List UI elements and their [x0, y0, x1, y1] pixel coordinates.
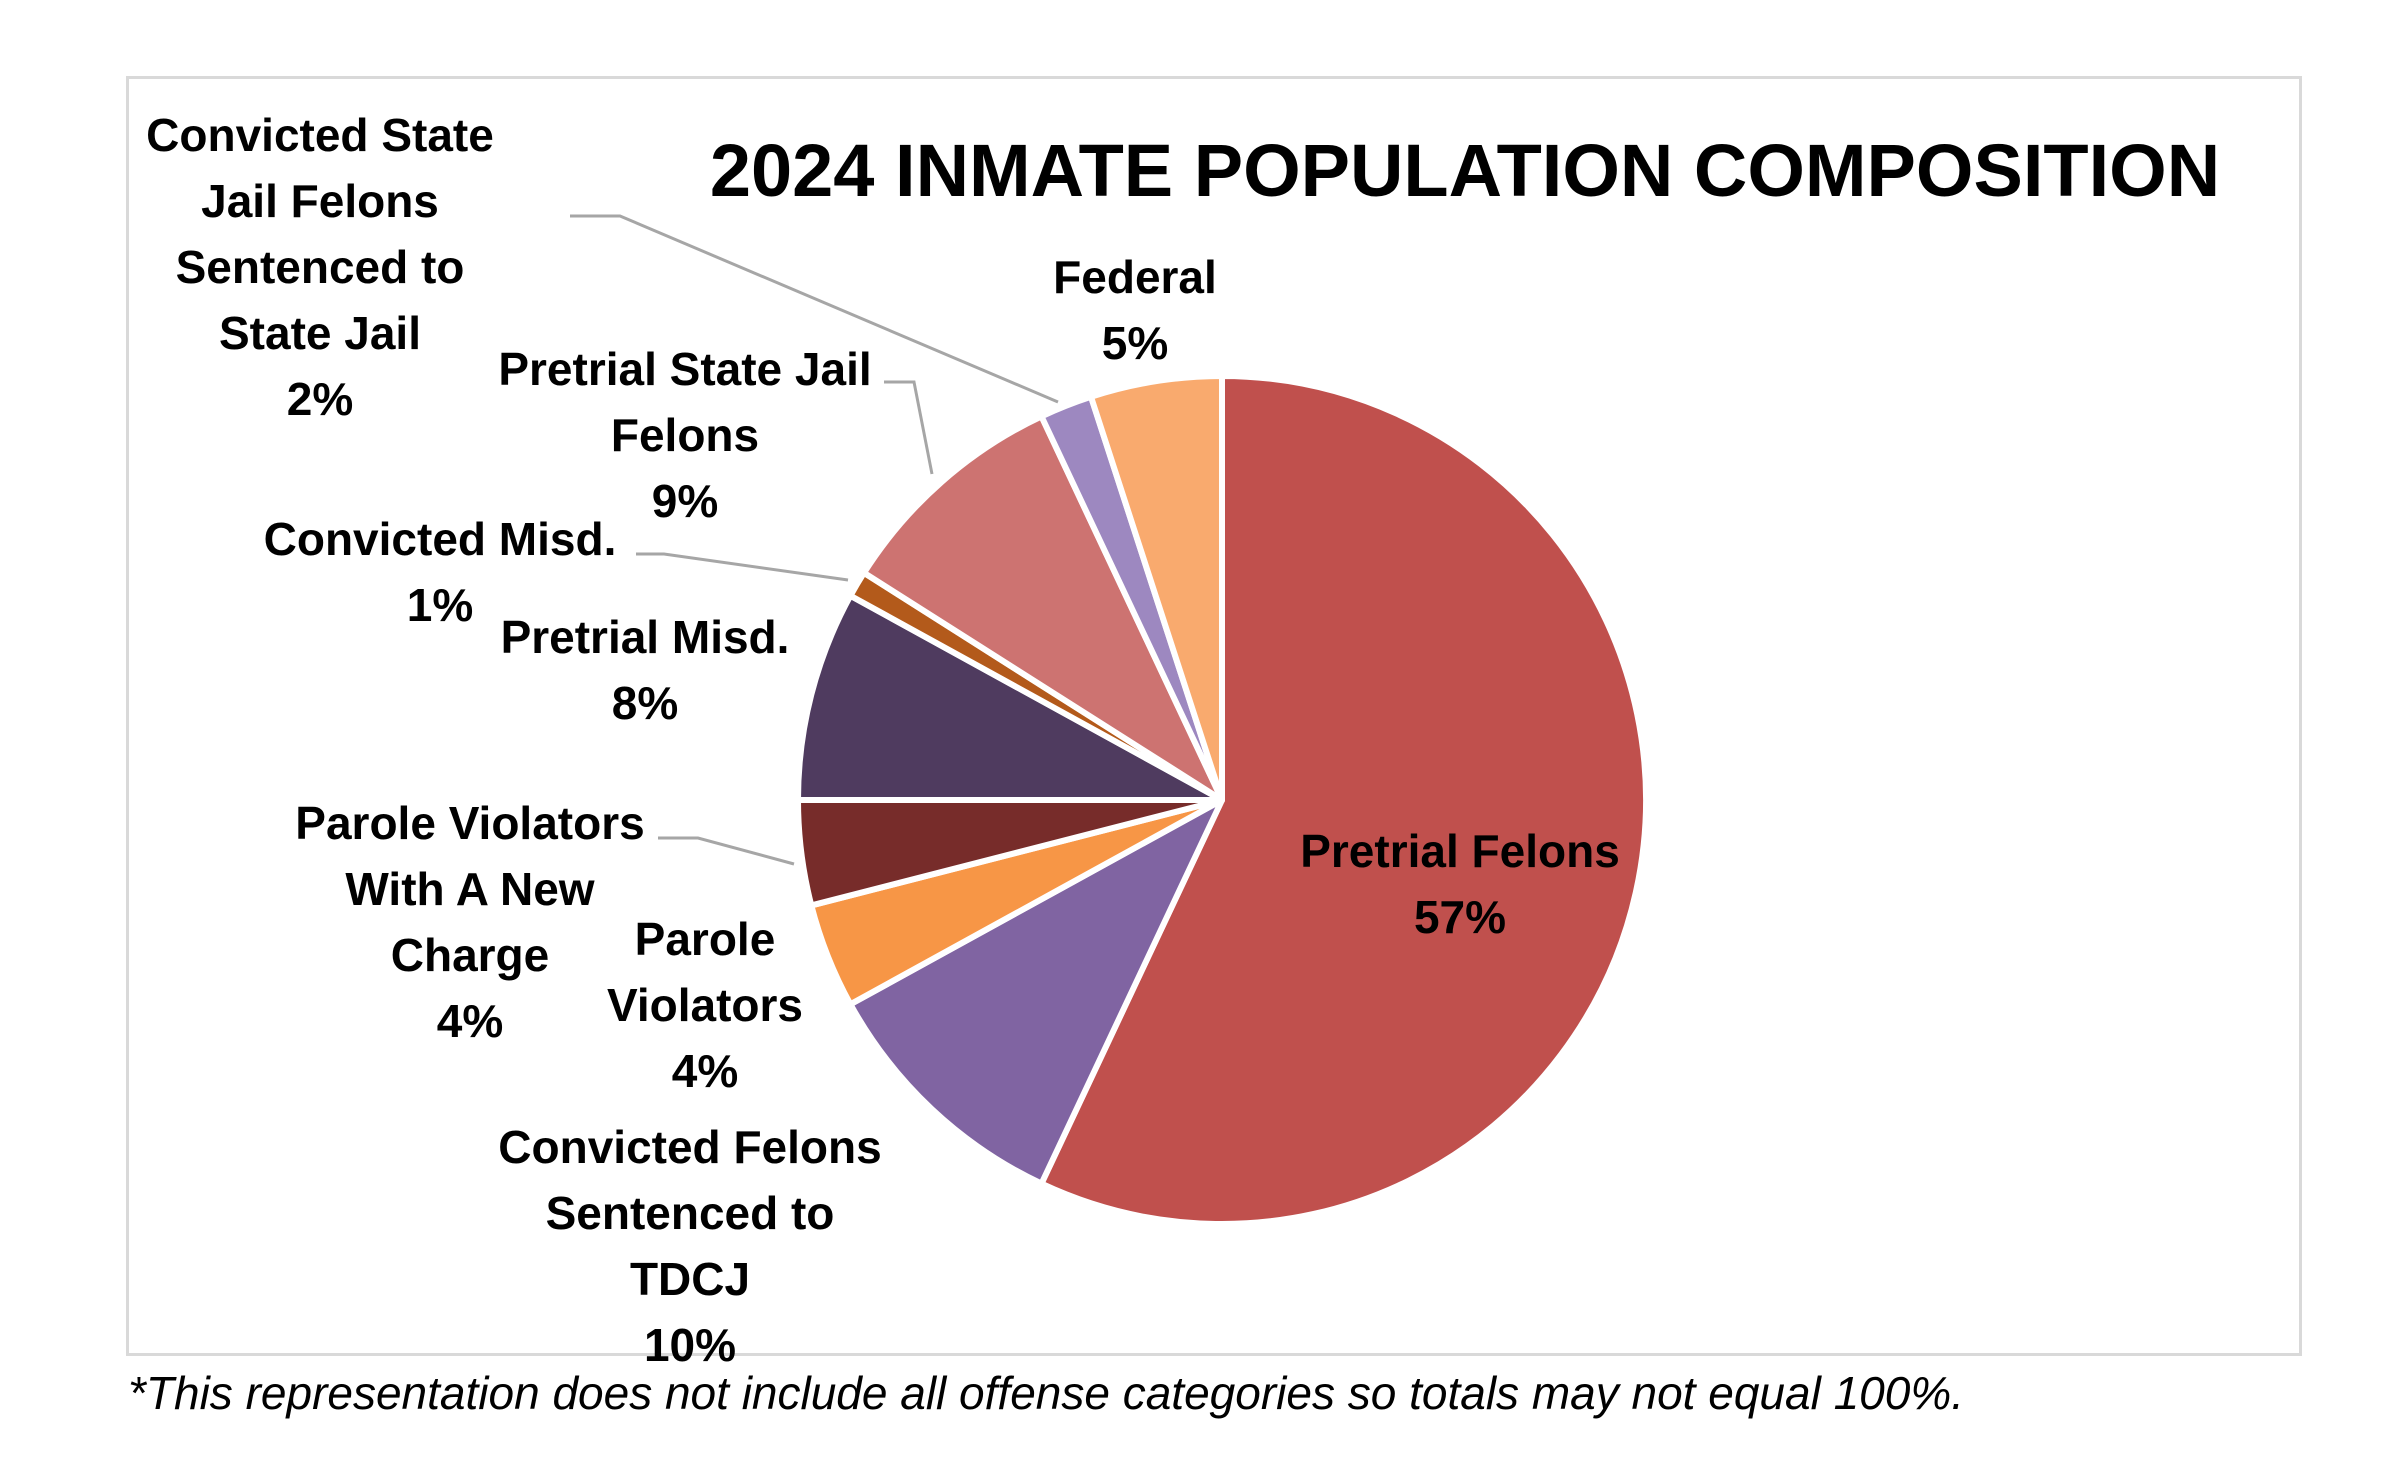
label-parole-violators: Parole Violators 4%: [580, 906, 830, 1104]
footnote: *This representation does not include al…: [128, 1367, 1965, 1419]
label-convicted-misd: Convicted Misd. 1%: [240, 506, 640, 638]
label-convicted-state-jail: Convicted State Jail Felons Sentenced to…: [120, 102, 520, 432]
label-line: Sentenced to: [175, 241, 465, 293]
label-percent: 2%: [286, 373, 354, 425]
leader-line-convicted-misd: [636, 552, 849, 582]
label-line: State Jail: [219, 307, 421, 359]
label-line: Sentenced to: [545, 1187, 835, 1239]
pie-slices: [795, 373, 1649, 1227]
chart-title: 2024 INMATE POPULATION COMPOSITION: [709, 129, 2221, 212]
label-line: Violators: [607, 979, 803, 1031]
label-percent: 9%: [651, 475, 719, 527]
leader-line-convicted-state-jail: [570, 214, 1059, 404]
label-percent: 5%: [1101, 317, 1169, 369]
pie-slice-pretrial-felons: [1038, 373, 1649, 1227]
pie-slice-pretrial-state-jail-felons: [861, 413, 1225, 803]
label-percent: 8%: [611, 677, 679, 729]
label-line: Felons: [610, 409, 760, 461]
label-line: Jail Felons: [201, 175, 439, 227]
label-convicted-felons-tdcj: Convicted Felons Sentenced to TDCJ 10%: [470, 1114, 910, 1378]
label-percent: 4%: [436, 995, 504, 1047]
label-line: Parole Violators: [295, 797, 645, 849]
label-percent: 10%: [643, 1319, 737, 1371]
label-line: With A New: [345, 863, 595, 915]
label-pretrial-felons: Pretrial Felons 57%: [1250, 818, 1670, 950]
label-pretrial-state-jail: Pretrial State Jail Felons 9%: [480, 336, 890, 534]
pie-slice-convicted-felons-sentenced-to-tdcj: [847, 797, 1225, 1187]
label-percent: 57%: [1413, 891, 1507, 943]
pie-slice-federal: [1087, 373, 1225, 803]
label-line: Pretrial Misd.: [500, 611, 790, 663]
label-percent: 4%: [671, 1045, 739, 1097]
label-line: Convicted Felons: [498, 1121, 882, 1173]
label-pretrial-misd: Pretrial Misd. 8%: [480, 604, 810, 736]
label-line: Pretrial Felons: [1300, 825, 1620, 877]
label-parole-violators-new-charge: Parole Violators With A New Charge 4%: [270, 790, 670, 1054]
label-percent: 1%: [406, 579, 474, 631]
label-federal: Federal 5%: [1000, 244, 1270, 376]
label-line: Parole: [634, 913, 776, 965]
label-line: TDCJ: [629, 1253, 751, 1305]
label-line: Convicted Misd.: [263, 513, 617, 565]
leader-lines: [570, 214, 1059, 866]
leader-line-parole-new-charge: [658, 836, 795, 866]
label-line: Federal: [1053, 251, 1217, 303]
leader-line-pretrial-state-jail: [884, 380, 934, 475]
label-line: Convicted State: [146, 109, 494, 161]
label-line: Charge: [390, 929, 550, 981]
pie-slice-pretrial-misd: [795, 592, 1225, 803]
label-line: Pretrial State Jail: [498, 343, 872, 395]
